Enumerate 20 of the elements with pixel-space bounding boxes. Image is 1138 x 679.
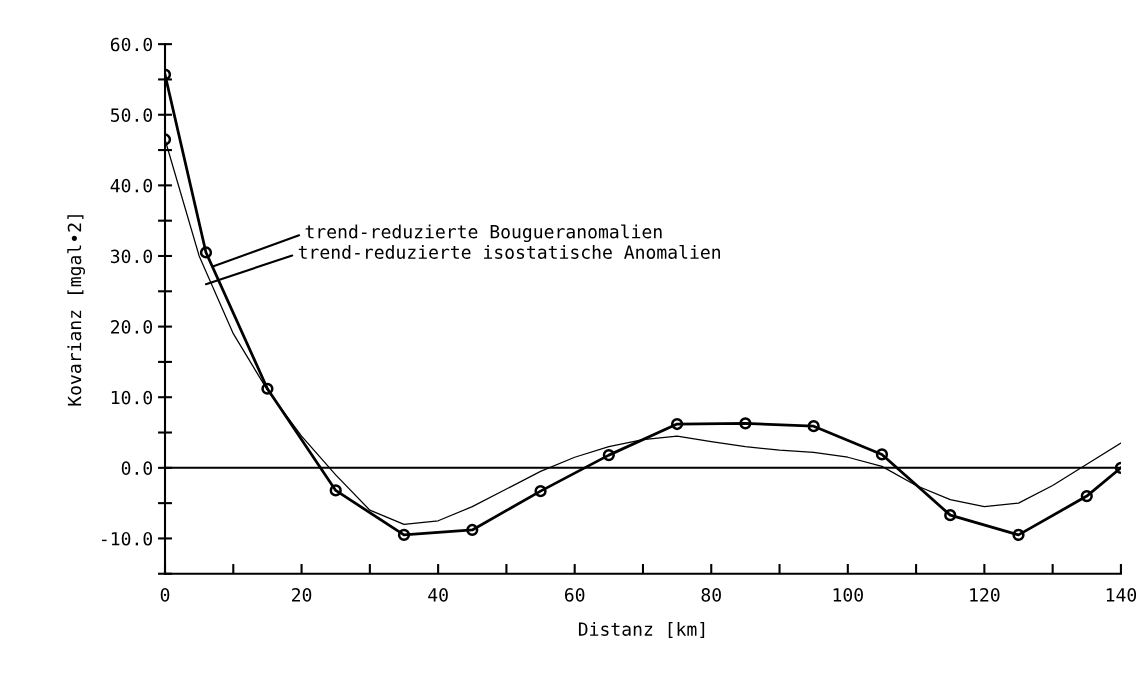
x-tick-label: 140 xyxy=(1106,588,1137,602)
x-tick-label: 40 xyxy=(428,588,448,602)
x-axis-title: Distanz [km] xyxy=(578,621,705,639)
annotation: trend-reduzierte isostatische Anomalien xyxy=(298,244,720,259)
x-tick-label: 60 xyxy=(564,588,585,602)
y-tick-label: -10.0 xyxy=(101,531,153,546)
y-tick-label: 10.0 xyxy=(111,390,153,405)
y-tick-label: 30.0 xyxy=(110,249,153,264)
y-tick-label: 0.0 xyxy=(121,461,153,475)
y-tick-label: 60.0 xyxy=(110,37,153,52)
x-tick-label: 80 xyxy=(701,588,721,602)
annotation: trend-reduzierte Bougueranomalien xyxy=(305,224,662,243)
x-tick-label: 120 xyxy=(970,588,1000,602)
x-tick-label: 100 xyxy=(833,588,863,602)
y-tick-label: 50.0 xyxy=(110,108,153,122)
y-tick-label: 20.0 xyxy=(111,320,153,334)
x-tick-label: 0 xyxy=(160,588,170,602)
y-tick-label: 40.0 xyxy=(110,178,153,193)
x-tick-label: 20 xyxy=(292,588,312,602)
y-axis-title: Kovarianz [mgal•2] xyxy=(67,215,85,406)
